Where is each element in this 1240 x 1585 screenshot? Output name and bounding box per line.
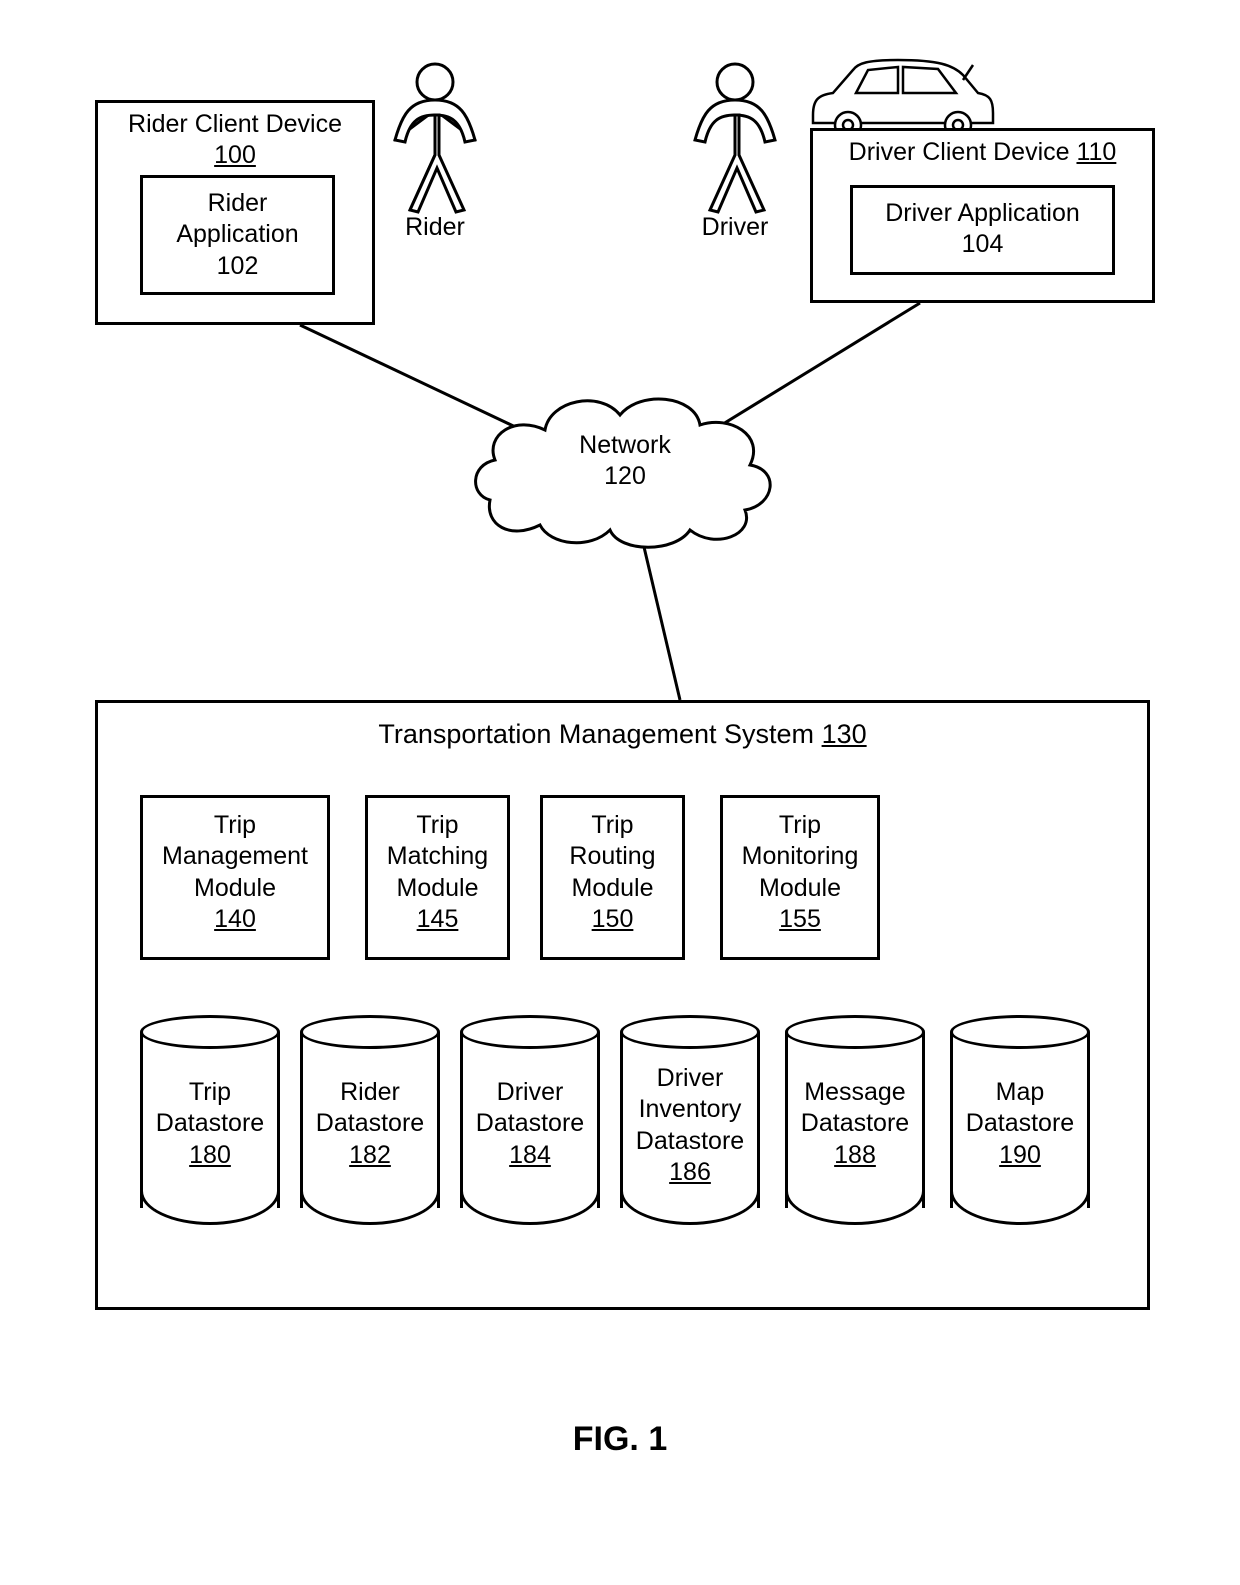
datastore-label: DriverInventoryDatastore186 [620, 1063, 760, 1188]
rider-app-ref: 102 [217, 252, 259, 280]
datastore-cylinder: MapDatastore190 [950, 1015, 1090, 1225]
module-2-ref: 150 [592, 905, 634, 933]
module-2-l3: Module [572, 874, 654, 902]
rider-person-icon [380, 60, 490, 215]
driver-app-title: Driver Application [885, 199, 1080, 227]
rider-label: Rider [380, 212, 490, 243]
module-trip-routing: Trip Routing Module 150 [540, 795, 685, 960]
tms-title: Transportation Management System [378, 719, 814, 749]
network-ref: 120 [604, 462, 646, 490]
driver-application-box: Driver Application 104 [850, 185, 1115, 275]
module-trip-monitoring: Trip Monitoring Module 155 [720, 795, 880, 960]
module-3-ref: 155 [779, 905, 821, 933]
datastore-label: TripDatastore180 [140, 1077, 280, 1171]
datastore-label: RiderDatastore182 [300, 1077, 440, 1171]
driver-label: Driver [675, 212, 795, 243]
rider-app-l1: Rider [208, 189, 268, 217]
figure-label: FIG. 1 [0, 1420, 1240, 1459]
driver-person-icon [680, 60, 790, 215]
module-2-l2: Routing [569, 842, 655, 870]
module-3-l1: Trip [779, 811, 821, 839]
module-1-ref: 145 [417, 905, 459, 933]
datastore-cylinder: DriverDatastore184 [460, 1015, 600, 1225]
module-3-l3: Module [759, 874, 841, 902]
datastore-cylinder: DriverInventoryDatastore186 [620, 1015, 760, 1225]
driver-device-title: Driver Client Device [849, 138, 1070, 166]
module-0-l3: Module [194, 874, 276, 902]
rider-application-box: Rider Application 102 [140, 175, 335, 295]
module-1-l3: Module [397, 874, 479, 902]
module-0-l2: Management [162, 842, 308, 870]
module-trip-management: Trip Management Module 140 [140, 795, 330, 960]
rider-device-ref: 100 [214, 141, 256, 169]
datastore-cylinder: MessageDatastore188 [785, 1015, 925, 1225]
rider-device-title: Rider Client Device [128, 110, 342, 138]
datastore-label: MapDatastore190 [950, 1077, 1090, 1171]
datastore-cylinder: RiderDatastore182 [300, 1015, 440, 1225]
driver-device-ref: 110 [1076, 138, 1116, 166]
module-0-l1: Trip [214, 811, 256, 839]
module-2-l1: Trip [591, 811, 633, 839]
network-title: Network [579, 431, 671, 459]
module-1-l1: Trip [416, 811, 458, 839]
network-label: Network 120 [470, 430, 780, 493]
module-0-ref: 140 [214, 905, 256, 933]
driver-app-ref: 104 [962, 230, 1004, 258]
rider-app-l2: Application [176, 220, 298, 248]
module-1-l2: Matching [387, 842, 488, 870]
datastore-label: MessageDatastore188 [785, 1077, 925, 1171]
module-trip-matching: Trip Matching Module 145 [365, 795, 510, 960]
tms-ref: 130 [822, 719, 867, 749]
datastore-cylinder: TripDatastore180 [140, 1015, 280, 1225]
datastore-label: DriverDatastore184 [460, 1077, 600, 1171]
module-3-l2: Monitoring [742, 842, 859, 870]
